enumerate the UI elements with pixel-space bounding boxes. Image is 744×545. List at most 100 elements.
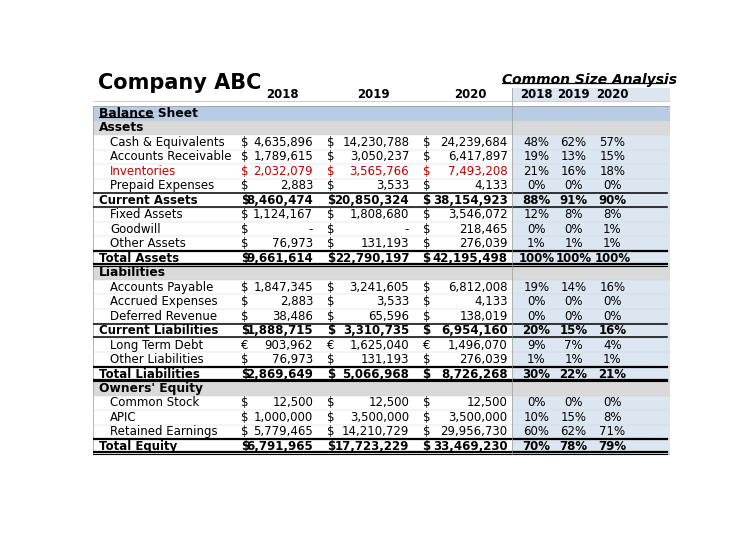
Text: $: $: [241, 165, 248, 178]
Text: 16%: 16%: [599, 281, 625, 294]
Text: 1%: 1%: [527, 237, 545, 250]
Text: 138,019: 138,019: [459, 310, 507, 323]
Bar: [512, 135, 670, 150]
Bar: [512, 367, 670, 382]
Text: €: €: [327, 338, 335, 352]
Bar: [93, 382, 512, 396]
Text: Owners' Equity: Owners' Equity: [99, 382, 203, 395]
Text: 15%: 15%: [559, 324, 588, 337]
Bar: [93, 150, 512, 164]
Text: 0%: 0%: [564, 396, 583, 409]
Text: 22,790,197: 22,790,197: [335, 252, 409, 265]
Text: 3,533: 3,533: [376, 295, 409, 308]
Text: $: $: [241, 396, 248, 409]
Bar: [93, 237, 512, 251]
Text: $: $: [422, 367, 430, 380]
Bar: [512, 338, 670, 352]
Text: 2020: 2020: [596, 88, 629, 101]
Text: 8%: 8%: [564, 208, 583, 221]
Bar: [93, 265, 512, 280]
Text: 4,133: 4,133: [474, 179, 507, 192]
Text: $: $: [241, 295, 248, 308]
Text: Common Stock: Common Stock: [110, 396, 199, 409]
Text: 0%: 0%: [527, 396, 545, 409]
Bar: [93, 352, 512, 367]
Text: 70%: 70%: [522, 440, 551, 453]
Bar: [512, 294, 670, 309]
Text: 38,486: 38,486: [272, 310, 313, 323]
Text: 0%: 0%: [527, 295, 545, 308]
Text: 38,154,923: 38,154,923: [433, 194, 507, 207]
Text: Assets: Assets: [99, 122, 144, 135]
Text: $: $: [327, 310, 335, 323]
Text: Accounts Receivable: Accounts Receivable: [110, 150, 231, 164]
Text: $: $: [423, 310, 430, 323]
Text: -: -: [309, 223, 313, 236]
Text: 65,596: 65,596: [368, 310, 409, 323]
Bar: [93, 280, 512, 294]
Text: 2,869,649: 2,869,649: [246, 367, 313, 380]
Text: 3,500,000: 3,500,000: [449, 411, 507, 424]
Text: $: $: [423, 223, 430, 236]
Bar: [512, 251, 670, 265]
Text: 90%: 90%: [598, 194, 626, 207]
Text: 0%: 0%: [603, 396, 621, 409]
Text: 6,954,160: 6,954,160: [441, 324, 507, 337]
Text: 6,791,965: 6,791,965: [246, 440, 313, 453]
Text: 4%: 4%: [603, 338, 621, 352]
Text: Fixed Assets: Fixed Assets: [110, 208, 183, 221]
Text: 24,239,684: 24,239,684: [440, 136, 507, 149]
Text: 8%: 8%: [603, 208, 621, 221]
Text: 8,726,268: 8,726,268: [441, 367, 507, 380]
Text: $: $: [241, 150, 248, 164]
Bar: [93, 309, 512, 323]
Text: 21%: 21%: [598, 367, 626, 380]
Text: 1,496,070: 1,496,070: [448, 338, 507, 352]
Text: $: $: [241, 194, 249, 207]
Bar: [512, 208, 670, 222]
Text: 12%: 12%: [523, 208, 549, 221]
Text: 19%: 19%: [523, 150, 549, 164]
Bar: [93, 396, 512, 410]
Text: 71%: 71%: [599, 426, 625, 438]
Text: $: $: [241, 310, 248, 323]
Text: 1%: 1%: [603, 353, 621, 366]
Bar: [93, 208, 512, 222]
Bar: [93, 135, 512, 150]
Text: $: $: [327, 223, 335, 236]
Text: 57%: 57%: [599, 136, 625, 149]
Bar: [512, 222, 670, 237]
Bar: [93, 179, 512, 193]
Bar: [93, 367, 512, 382]
Text: $: $: [423, 295, 430, 308]
Text: $: $: [422, 324, 430, 337]
Text: 22%: 22%: [559, 367, 588, 380]
Text: $: $: [327, 396, 335, 409]
Text: 0%: 0%: [564, 179, 583, 192]
Text: $: $: [241, 208, 248, 221]
Text: $: $: [241, 411, 248, 424]
Text: 1%: 1%: [603, 223, 621, 236]
Text: 15%: 15%: [560, 411, 586, 424]
Text: 3,533: 3,533: [376, 179, 409, 192]
Text: $: $: [327, 367, 335, 380]
Text: $: $: [327, 295, 335, 308]
Text: $: $: [241, 367, 249, 380]
Text: 14,210,729: 14,210,729: [341, 426, 409, 438]
Text: 5,066,968: 5,066,968: [342, 367, 409, 380]
Text: 6,812,008: 6,812,008: [448, 281, 507, 294]
Text: $: $: [423, 396, 430, 409]
Text: 1,888,715: 1,888,715: [246, 324, 313, 337]
Text: 0%: 0%: [564, 310, 583, 323]
Text: $: $: [241, 237, 248, 250]
Text: 14%: 14%: [560, 281, 586, 294]
Text: 276,039: 276,039: [459, 353, 507, 366]
Text: 30%: 30%: [522, 367, 551, 380]
Text: 1,000,000: 1,000,000: [254, 411, 313, 424]
Text: $: $: [423, 281, 430, 294]
Text: $: $: [327, 324, 335, 337]
Text: 0%: 0%: [527, 179, 545, 192]
Text: 4,635,896: 4,635,896: [254, 136, 313, 149]
Bar: [93, 410, 512, 425]
Bar: [512, 179, 670, 193]
